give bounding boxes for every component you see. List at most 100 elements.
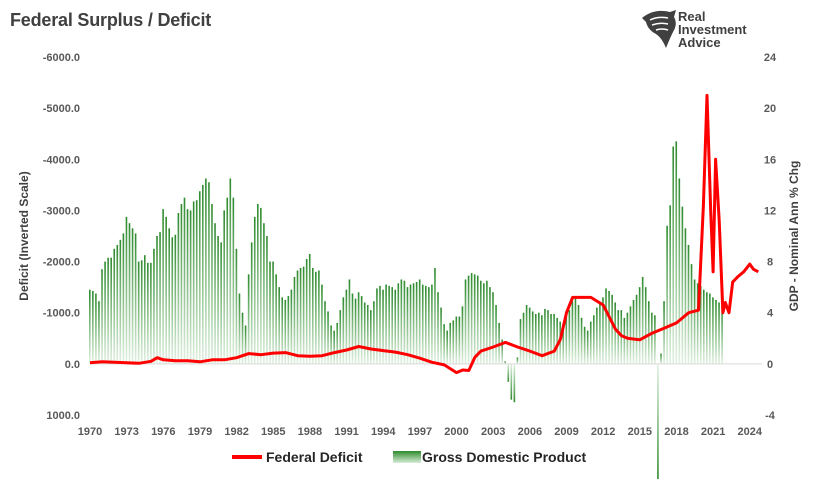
gdp-bar: [92, 290, 94, 364]
gdp-bar: [443, 324, 445, 364]
logo-line-3: Advice: [678, 35, 721, 50]
right-tick-label: 24: [764, 52, 777, 64]
gdp-bar: [327, 311, 329, 364]
x-tick-label: 2009: [554, 426, 578, 438]
gdp-bar: [577, 305, 580, 364]
gdp-bar: [293, 276, 296, 364]
gdp-bar: [235, 248, 238, 364]
gdp-bar: [153, 248, 155, 364]
gdp-bar: [501, 339, 503, 364]
right-axis-label: GDP - Nominal Ann % Chg: [787, 161, 801, 312]
gdp-bar: [226, 197, 229, 364]
gdp-bar: [492, 292, 494, 364]
gdp-bar: [678, 178, 681, 364]
gdp-bar: [357, 292, 360, 364]
gdp-bar: [409, 284, 412, 364]
gdp-bar: [479, 280, 482, 364]
gdp-bar: [611, 294, 613, 364]
legend-label-federal-deficit: Federal Deficit: [266, 449, 363, 465]
gdp-bar: [565, 315, 568, 364]
gdp-bar: [412, 283, 415, 364]
logo-line-2: Investment: [678, 22, 747, 37]
gdp-bar: [623, 317, 626, 364]
gdp-bar: [403, 280, 406, 364]
x-tick-label: 1988: [298, 426, 322, 438]
gdp-bar: [534, 313, 537, 364]
gdp-bar: [571, 301, 574, 364]
left-tick-label: -3000.0: [43, 205, 80, 217]
gdp-bar: [260, 207, 262, 364]
federal-deficit-line: [89, 93, 760, 375]
gdp-bar: [544, 308, 546, 364]
gdp-bar: [715, 299, 717, 364]
gdp-bar: [116, 244, 119, 364]
deficit-line-group: [89, 93, 760, 375]
gdp-bar: [308, 253, 311, 364]
gdp-bar: [397, 283, 400, 364]
x-tick-label: 1976: [151, 426, 175, 438]
gdp-bar: [421, 284, 424, 364]
gdp-bar: [318, 270, 320, 364]
gdp-bar: [143, 255, 146, 364]
x-tick-label: 1997: [408, 426, 432, 438]
gdp-bar: [437, 292, 439, 364]
gdp-bar: [464, 279, 467, 364]
gdp-bar: [247, 274, 250, 364]
gdp-bar: [315, 271, 317, 364]
logo-text: Real Investment Advice: [678, 10, 747, 49]
gdp-bar: [483, 283, 485, 364]
gdp-bar: [666, 225, 668, 364]
gdp-bar: [440, 307, 442, 364]
right-tick-label: 12: [764, 205, 776, 217]
gdp-bar: [107, 257, 109, 364]
gdp-bar: [205, 178, 207, 364]
gdp-bar: [370, 310, 372, 364]
x-tick-label: 2003: [481, 426, 505, 438]
left-axis-ticks: -6000.0 -5000.0 -4000.0 -3000.0 -2000.0 -1000…: [43, 52, 80, 422]
gdp-bar: [134, 233, 137, 364]
left-tick-label: -4000.0: [43, 154, 80, 166]
gdp-bar: [229, 178, 232, 364]
gdp-bar: [699, 285, 702, 364]
gdp-bar: [385, 284, 387, 364]
left-tick-label: 0.0: [65, 359, 80, 371]
gdp-bar: [137, 261, 140, 364]
gdp-bar: [238, 293, 241, 364]
gdp-bar: [192, 201, 195, 364]
gdp-bar: [602, 297, 604, 364]
gdp-bar: [165, 216, 167, 364]
gdp-bar: [654, 315, 656, 364]
gdp-bar: [147, 262, 149, 364]
x-tick-label: 1973: [114, 426, 138, 438]
gdp-bar: [608, 290, 610, 364]
gdp-bar: [593, 315, 595, 364]
gdp-bar: [162, 209, 164, 364]
gdp-bar: [360, 296, 363, 364]
gdp-bar: [473, 274, 476, 364]
gdp-bar: [495, 305, 497, 364]
gdp-bar: [406, 287, 409, 364]
gdp-bar: [400, 279, 403, 364]
gdp-bar: [128, 223, 131, 364]
gdp-bar: [574, 298, 577, 364]
gdp-bar: [211, 204, 213, 364]
gdp-bar: [296, 270, 299, 364]
gdp-bar: [250, 242, 253, 364]
gdp-bar: [180, 204, 183, 364]
x-tick-label: 2015: [628, 426, 652, 438]
gdp-bar: [131, 228, 134, 364]
x-tick-label: 1985: [261, 426, 285, 438]
left-tick-label: -6000.0: [43, 52, 80, 64]
gdp-bar: [342, 297, 345, 364]
gdp-bar: [675, 141, 678, 364]
gdp-bar: [663, 301, 665, 364]
gdp-bar: [339, 310, 342, 364]
gdp-bar: [156, 236, 158, 364]
gdp-bar: [391, 287, 393, 364]
legend-label-gdp: Gross Domestic Product: [422, 449, 586, 465]
gdp-bar: [220, 242, 222, 364]
gdp-bar: [348, 279, 351, 364]
gdp-bar: [449, 322, 452, 364]
gdp-bar: [202, 184, 204, 364]
left-tick-label: 1000.0: [46, 410, 80, 422]
